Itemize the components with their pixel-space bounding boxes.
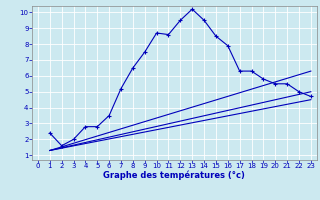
X-axis label: Graphe des températures (°c): Graphe des températures (°c) [103,171,245,180]
